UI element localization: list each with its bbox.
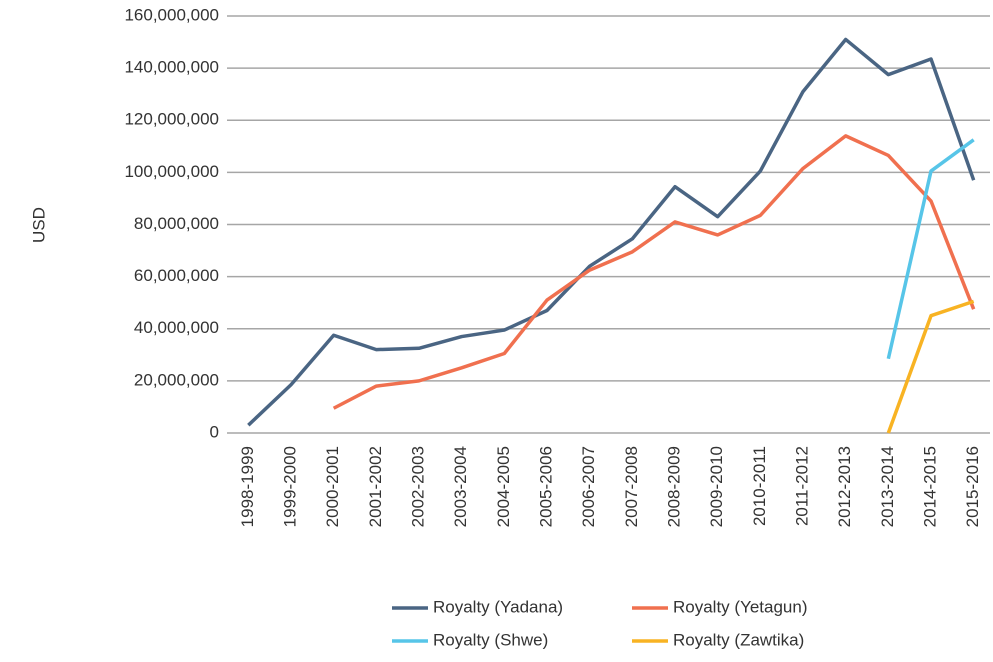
- x-tick-label: 2015-2016: [963, 446, 982, 527]
- x-tick-label: 2012-2013: [835, 446, 854, 527]
- x-tick-label: 1999-2000: [280, 446, 299, 527]
- series-line: [886, 299, 975, 434]
- x-tick-label: 2002-2003: [408, 446, 427, 527]
- x-tick-label: 2010-2011: [750, 446, 769, 526]
- legend-label: Royalty (Yadana): [433, 597, 563, 616]
- x-tick-label: 2000-2001: [323, 446, 342, 527]
- x-tick-label: 2013-2014: [878, 446, 897, 527]
- series-line: [886, 138, 975, 360]
- y-tick-label: 40,000,000: [134, 318, 219, 337]
- x-tick-label: 2011-2012: [792, 446, 811, 526]
- y-axis-label: USD: [29, 207, 48, 243]
- y-tick-label: 0: [210, 422, 219, 441]
- y-tick-label: 80,000,000: [134, 214, 219, 233]
- x-tick-label: 2006-2007: [579, 446, 598, 527]
- y-tick-label: 160,000,000: [124, 5, 219, 24]
- series-line: [332, 134, 976, 410]
- legend-label: Royalty (Shwe): [433, 630, 548, 649]
- series-line: [247, 37, 976, 427]
- x-tick-label: 2005-2006: [536, 446, 555, 527]
- x-tick-label: 1998-1999: [238, 446, 257, 527]
- legend-label: Royalty (Zawtika): [673, 630, 804, 649]
- x-tick-label: 2001-2002: [366, 446, 385, 527]
- y-tick-label: 20,000,000: [134, 370, 219, 389]
- y-tick-label: 140,000,000: [124, 58, 219, 77]
- y-tick-label: 100,000,000: [124, 162, 219, 181]
- x-tick-label: 2003-2004: [451, 446, 470, 527]
- y-tick-label: 60,000,000: [134, 266, 219, 285]
- legend-label: Royalty (Yetagun): [673, 597, 808, 616]
- y-tick-label: 120,000,000: [124, 110, 219, 129]
- x-tick-label: 2008-2009: [664, 446, 683, 527]
- x-tick-label: 2004-2005: [494, 446, 513, 527]
- x-tick-label: 2007-2008: [622, 446, 641, 527]
- x-tick-label: 2014-2015: [920, 446, 939, 527]
- x-tick-label: 2009-2010: [707, 446, 726, 527]
